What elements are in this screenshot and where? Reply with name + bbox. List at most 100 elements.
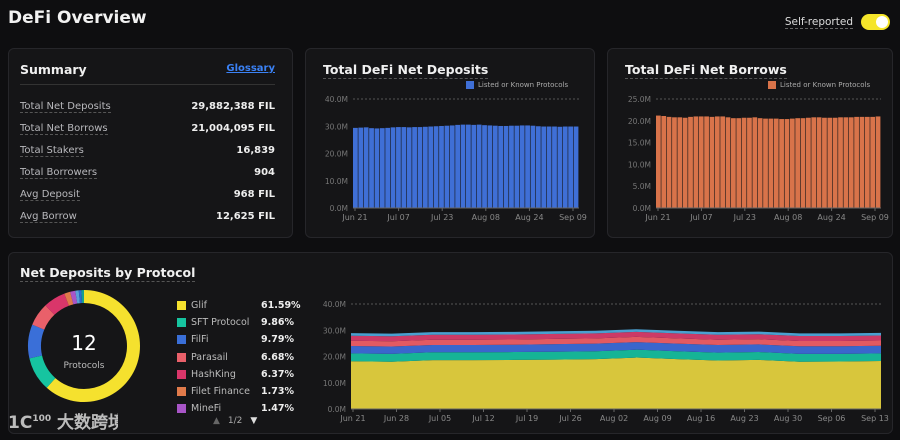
bar[interactable]	[661, 116, 667, 208]
bar[interactable]	[466, 124, 471, 208]
bar[interactable]	[417, 127, 423, 208]
bar[interactable]	[412, 127, 417, 208]
bar[interactable]	[422, 126, 428, 208]
bar[interactable]	[557, 126, 563, 208]
bar[interactable]	[773, 118, 779, 208]
bar[interactable]	[530, 125, 536, 208]
summary-label[interactable]: Total Net Deposits	[20, 101, 111, 113]
area-series-parasail[interactable]	[351, 336, 881, 347]
area-series-sft-protocol[interactable]	[351, 349, 881, 362]
bar[interactable]	[875, 116, 881, 208]
bar[interactable]	[482, 125, 487, 208]
donut-slice[interactable]	[78, 290, 82, 304]
bar[interactable]	[460, 124, 466, 208]
bar[interactable]	[854, 116, 859, 208]
area-series-others[interactable]	[351, 329, 881, 337]
bar[interactable]	[811, 117, 817, 208]
bar[interactable]	[838, 117, 843, 208]
bar[interactable]	[768, 118, 774, 208]
protocol-legend-item[interactable]: Filet Finance 1.73%	[177, 383, 297, 400]
bar[interactable]	[562, 126, 568, 208]
bar[interactable]	[406, 127, 412, 208]
protocol-legend-item[interactable]: MineFi 1.47%	[177, 400, 297, 417]
bar[interactable]	[401, 127, 407, 208]
donut-slice[interactable]	[45, 293, 69, 315]
bar[interactable]	[573, 126, 579, 208]
bar[interactable]	[688, 116, 693, 208]
bar[interactable]	[656, 115, 661, 208]
summary-label[interactable]: Total Borrowers	[20, 167, 98, 179]
bar[interactable]	[832, 117, 838, 208]
donut-slice[interactable]	[32, 305, 55, 330]
bar[interactable]	[509, 125, 514, 208]
bar[interactable]	[816, 117, 822, 208]
bar[interactable]	[541, 126, 547, 208]
summary-label[interactable]: Total Stakers	[20, 145, 84, 157]
bar[interactable]	[503, 125, 509, 208]
net-borrows-legend[interactable]: Listed or Known Protocols	[768, 81, 870, 89]
summary-label[interactable]: Avg Borrow	[20, 211, 77, 223]
bar[interactable]	[704, 116, 709, 208]
area-series-filfi[interactable]	[351, 342, 881, 354]
bar[interactable]	[731, 118, 736, 208]
bar[interactable]	[784, 119, 790, 208]
bar[interactable]	[433, 126, 439, 208]
bar[interactable]	[666, 116, 672, 208]
bar[interactable]	[672, 117, 677, 208]
summary-label[interactable]: Total Net Borrows	[20, 123, 108, 135]
bar[interactable]	[763, 118, 768, 208]
bar[interactable]	[747, 117, 752, 208]
pager-down-icon[interactable]: ▼	[250, 416, 258, 426]
donut-slice[interactable]	[70, 290, 78, 305]
bar[interactable]	[736, 118, 742, 208]
bar[interactable]	[741, 117, 747, 208]
bar[interactable]	[779, 119, 784, 208]
pager-up-icon[interactable]: ▲	[213, 416, 220, 426]
bar[interactable]	[353, 127, 358, 208]
bar[interactable]	[487, 125, 493, 208]
bar[interactable]	[449, 125, 455, 208]
bar[interactable]	[848, 117, 854, 208]
donut-slice[interactable]	[46, 290, 141, 402]
protocol-legend-item[interactable]: Parasail 6.68%	[177, 349, 297, 366]
bar[interactable]	[374, 128, 380, 208]
bar[interactable]	[471, 124, 477, 208]
bar[interactable]	[525, 125, 530, 208]
donut-slice[interactable]	[81, 290, 84, 304]
bar[interactable]	[439, 125, 444, 208]
bar[interactable]	[843, 117, 849, 208]
bar[interactable]	[428, 126, 434, 208]
bar[interactable]	[363, 127, 369, 208]
bar[interactable]	[390, 127, 396, 208]
bar[interactable]	[568, 126, 574, 208]
summary-label[interactable]: Avg Deposit	[20, 189, 80, 201]
bar[interactable]	[714, 116, 720, 208]
protocol-legend-item[interactable]: SFT Protocol 9.86%	[177, 314, 297, 331]
bar[interactable]	[514, 125, 520, 208]
bar[interactable]	[822, 117, 827, 208]
bar[interactable]	[546, 126, 552, 208]
bar[interactable]	[677, 117, 683, 208]
bar[interactable]	[476, 124, 482, 208]
bar[interactable]	[709, 116, 715, 208]
net-deposits-legend[interactable]: Listed or Known Protocols	[466, 81, 568, 89]
bar[interactable]	[385, 127, 391, 208]
bar[interactable]	[800, 118, 806, 208]
bar[interactable]	[693, 116, 699, 208]
bar[interactable]	[795, 118, 801, 208]
bar[interactable]	[492, 125, 498, 208]
bar[interactable]	[379, 128, 385, 208]
protocol-legend-item[interactable]: HashKing 6.37%	[177, 366, 297, 383]
bar[interactable]	[682, 117, 688, 208]
protocol-legend-item[interactable]: FilFi 9.79%	[177, 331, 297, 348]
bar[interactable]	[444, 125, 450, 208]
bar[interactable]	[720, 116, 726, 208]
bar[interactable]	[519, 125, 525, 208]
bar[interactable]	[757, 118, 763, 208]
protocol-legend-item[interactable]: Glif 61.59%	[177, 297, 301, 314]
donut-slice[interactable]	[75, 290, 80, 304]
area-series-glif[interactable]	[351, 357, 881, 409]
bar[interactable]	[455, 124, 461, 208]
bar[interactable]	[396, 127, 401, 208]
bar[interactable]	[358, 127, 364, 208]
